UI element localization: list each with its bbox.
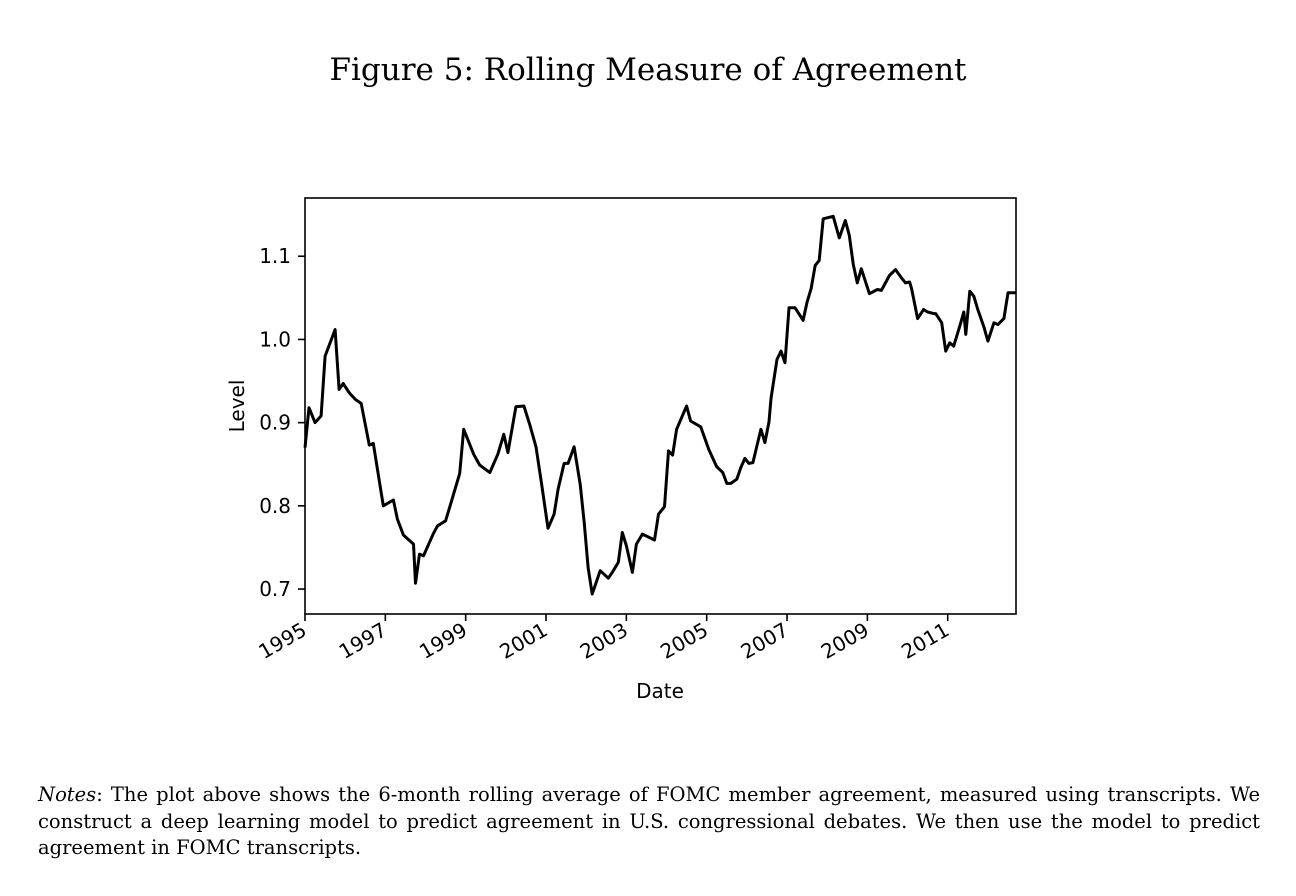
y-axis: 0.7 0.8 0.9 1.0 1.1 <box>259 244 305 601</box>
x-tick-label: 2007 <box>736 618 792 664</box>
x-tick-label: 1999 <box>415 618 471 664</box>
x-tick-label: 2001 <box>495 618 551 664</box>
x-axis-label: Date <box>636 679 684 703</box>
notes-label: Notes <box>38 783 97 806</box>
line-chart: 1995 1997 1999 2001 2003 2005 2007 2009 2011 0.7… <box>225 197 1017 703</box>
y-axis-label: Level <box>225 380 249 433</box>
x-tick-label: 1997 <box>335 618 391 664</box>
x-tick-label: 2005 <box>656 618 712 664</box>
series-line <box>303 214 1016 596</box>
y-tick-label: 0.9 <box>259 411 291 435</box>
x-tick-label: 1995 <box>254 618 310 664</box>
y-tick-label: 0.8 <box>259 494 291 518</box>
plot-frame <box>304 197 1017 615</box>
x-tick-label: 2003 <box>576 618 632 664</box>
x-tick-label: 2011 <box>897 618 953 664</box>
x-axis: 1995 1997 1999 2001 2003 2005 2007 2009 2011 <box>254 614 953 664</box>
y-tick-label: 1.1 <box>259 244 291 268</box>
x-tick-label: 2009 <box>817 618 873 664</box>
y-tick-label: 0.7 <box>259 577 291 601</box>
y-tick-label: 1.0 <box>259 327 291 351</box>
series-line-group <box>303 214 1016 596</box>
notes-text: : The plot above shows the 6-month rolli… <box>38 783 1260 859</box>
figure-notes: Notes: The plot above shows the 6-month … <box>38 782 1260 862</box>
figure-title: Figure 5: Rolling Measure of Agreement <box>329 52 967 88</box>
